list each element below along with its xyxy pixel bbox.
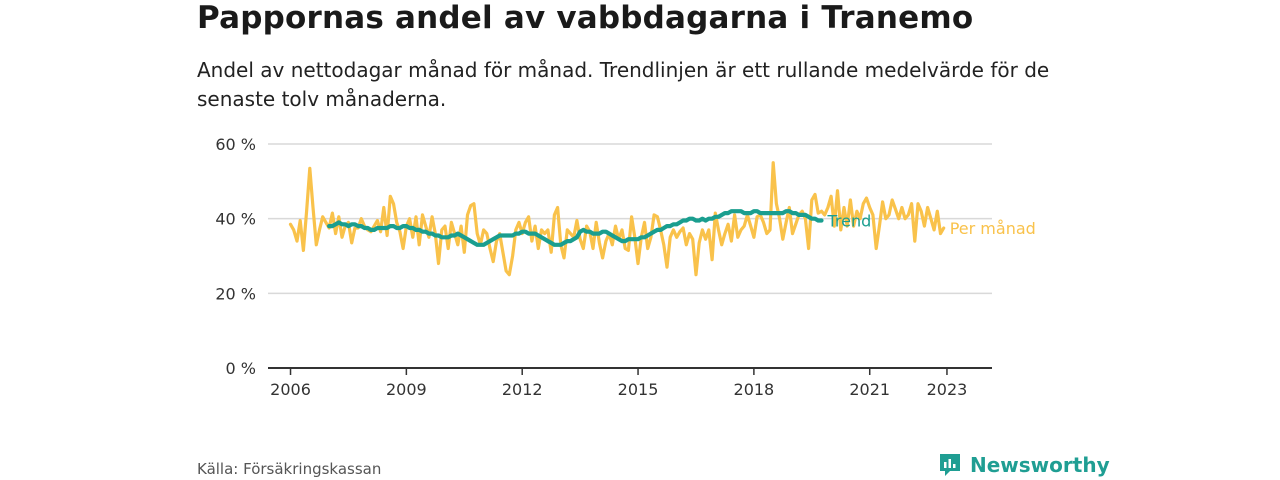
line-chart: 0 % 20 % 40 % 60 % 2006 2009 2012 2015 2018 2021… [215,135,1035,399]
x-tick-label: 2009 [386,380,427,399]
y-tick-label: 0 % [226,359,256,378]
chart-subtitle: Andel av nettodagar månad för månad. Tre… [197,58,1050,111]
x-tick-label: 2006 [270,380,311,399]
x-tick-label: 2021 [849,380,890,399]
chart-title: Pappornas andel av vabbdagarna i Tranemo [197,0,974,36]
y-axis-ticks: 0 % 20 % 40 % 60 % [215,135,256,378]
bar-chart-icon [940,454,960,476]
y-tick-label: 60 % [215,135,256,154]
monthly-end-label: Per månad [950,219,1036,238]
trend-series-line [327,209,824,247]
source-note: Källa: Försäkringskassan [197,460,382,478]
y-tick-label: 40 % [215,210,256,229]
brand-logo: Newsworthy [938,450,1110,480]
monthly-series-line [288,161,946,277]
x-tick-label: 2015 [618,380,659,399]
x-tick-label: 2018 [734,380,775,399]
series-end-labels: Trend Per månad [826,212,1035,238]
series-lines [288,161,946,277]
y-tick-label: 20 % [215,284,256,303]
trend-end-label: Trend [826,212,871,231]
x-axis: 2006 2009 2012 2015 2018 2021 2023 [268,367,992,399]
x-tick-label: 2023 [927,380,968,399]
x-tick-label: 2012 [502,380,543,399]
brand-name: Newsworthy [970,453,1110,477]
